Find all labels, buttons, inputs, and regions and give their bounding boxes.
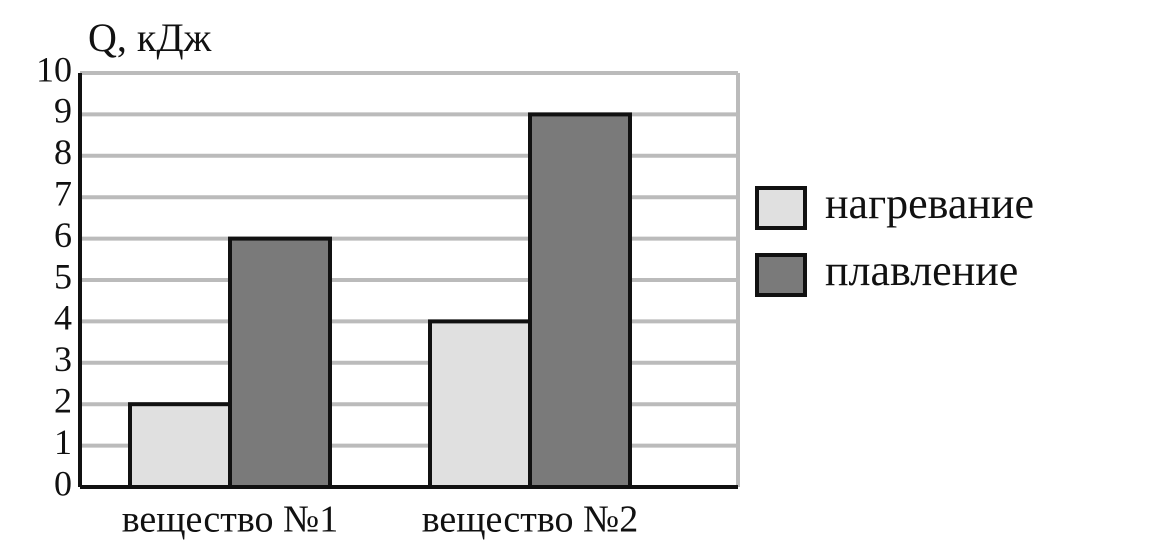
y-tick-label: 1 <box>54 422 72 462</box>
bar <box>128 402 232 490</box>
bar <box>228 236 332 489</box>
y-tick-label: 10 <box>36 49 72 89</box>
bar <box>428 319 532 489</box>
y-axis-label: Q, кДж <box>88 15 212 60</box>
y-tick-label: 2 <box>54 380 72 420</box>
y-tick-label: 6 <box>54 215 72 255</box>
x-tick-label: вещество №2 <box>422 499 639 541</box>
y-tick-label: 0 <box>54 463 72 503</box>
y-tick-label: 3 <box>54 339 72 379</box>
legend-label: плавление <box>825 246 1018 295</box>
bar <box>528 112 632 490</box>
y-tick-label: 5 <box>54 256 72 296</box>
legend-label: нагревание <box>825 179 1034 228</box>
x-tick-label: вещество №1 <box>122 499 339 541</box>
y-tick-label: 4 <box>54 298 72 338</box>
legend-swatch <box>755 253 807 297</box>
y-tick-label: 7 <box>54 173 72 213</box>
y-tick-label: 9 <box>54 91 72 131</box>
legend-swatch <box>755 186 807 230</box>
y-tick-label: 8 <box>54 132 72 172</box>
